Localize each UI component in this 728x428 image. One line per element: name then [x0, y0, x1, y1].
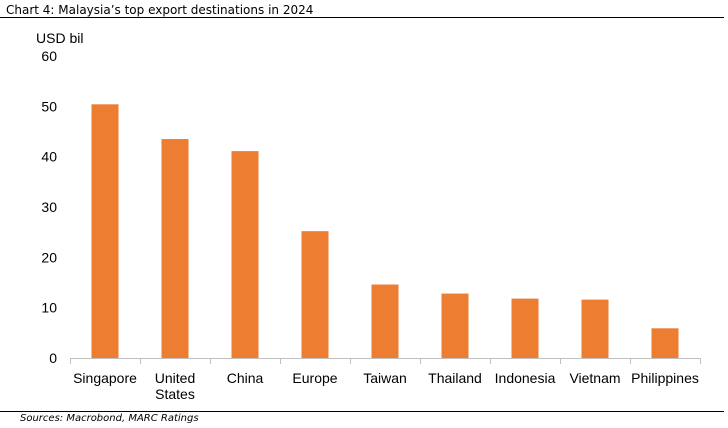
- x-axis-ticks: [70, 358, 701, 364]
- y-tick-label: 30: [41, 199, 57, 215]
- bar: [91, 104, 119, 358]
- y-tick-label: 50: [41, 98, 57, 114]
- bottom-rule: [0, 411, 724, 412]
- y-axis-ticks: 0 10 20 30 40 50 60: [41, 48, 57, 366]
- bar: [161, 139, 189, 358]
- y-tick-label: 20: [41, 249, 57, 265]
- y-axis-unit-label: USD bil: [36, 30, 83, 46]
- x-axis-label: Indonesia: [495, 370, 556, 386]
- bar: [581, 299, 609, 358]
- y-tick-label: 40: [41, 149, 57, 165]
- x-axis-label: Philippines: [631, 370, 699, 386]
- x-axis-label: United: [155, 370, 195, 386]
- bar: [371, 284, 399, 358]
- top-rule: [0, 17, 724, 18]
- x-axis-label: Singapore: [73, 370, 137, 386]
- bar: [301, 231, 329, 358]
- x-axis-label: China: [227, 370, 264, 386]
- x-axis-label: States: [155, 386, 195, 402]
- x-axis-label: Taiwan: [363, 370, 407, 386]
- chart-title: Chart 4: Malaysia’s top export destinati…: [6, 3, 314, 17]
- x-axis-label: Vietnam: [569, 370, 620, 386]
- bar: [511, 298, 539, 358]
- x-axis-label: Europe: [292, 370, 337, 386]
- x-axis-label: Thailand: [428, 370, 482, 386]
- y-tick-label: 10: [41, 300, 57, 316]
- source-note: Sources: Macrobond, MARC Ratings: [20, 413, 199, 424]
- bar: [441, 293, 469, 358]
- y-tick-label: 60: [41, 48, 57, 64]
- bar-chart: USD bil 0 10 20 30 40 50 60 Singapore UnitedSta…: [36, 30, 701, 402]
- bar: [651, 328, 679, 358]
- y-tick-label: 0: [49, 350, 57, 366]
- bar: [231, 151, 259, 358]
- bars: [91, 104, 679, 358]
